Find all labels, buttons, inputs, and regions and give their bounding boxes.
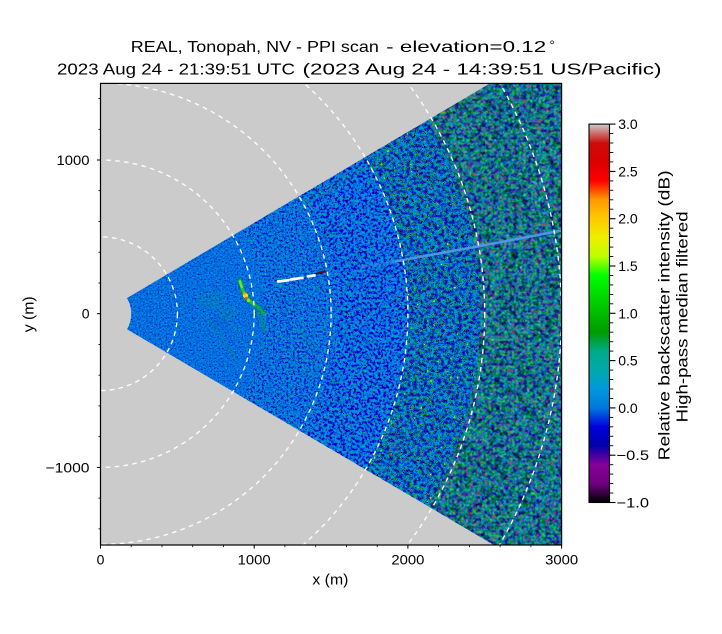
svg-text:−1000: −1000 xyxy=(46,459,90,475)
svg-text:High-pass median filtered: High-pass median filtered xyxy=(675,211,692,422)
svg-text:3.0: 3.0 xyxy=(618,116,638,132)
svg-text:- elevation=0.12: - elevation=0.12 xyxy=(386,39,546,56)
svg-text:(2023 Aug 24 - 14:39:51 US/Pac: (2023 Aug 24 - 14:39:51 US/Pacific) xyxy=(303,61,662,78)
svg-text:2023 Aug 24 - 21:39:51 UTC: 2023 Aug 24 - 21:39:51 UTC xyxy=(57,61,295,78)
svg-text:3000: 3000 xyxy=(545,551,578,567)
svg-text:0.0: 0.0 xyxy=(618,400,638,416)
svg-text:1.0: 1.0 xyxy=(618,305,638,321)
svg-text:Relative backscatter intensity: Relative backscatter intensity (dB) xyxy=(657,170,674,460)
svg-text:x (m): x (m) xyxy=(312,571,348,588)
svg-text:1000: 1000 xyxy=(238,551,271,567)
svg-text:2.5: 2.5 xyxy=(618,163,638,179)
svg-text:0.5: 0.5 xyxy=(618,353,638,369)
svg-text:−1.0: −1.0 xyxy=(617,495,650,511)
svg-text:−0.5: −0.5 xyxy=(617,447,650,463)
svg-text:2.0: 2.0 xyxy=(618,211,638,227)
svg-text:0: 0 xyxy=(82,306,90,322)
svg-text:y (m): y (m) xyxy=(21,296,38,332)
svg-text:0: 0 xyxy=(97,551,105,567)
svg-text:°: ° xyxy=(550,38,555,53)
svg-text:1.5: 1.5 xyxy=(618,258,638,274)
svg-text:REAL, Tonopah, NV - PPI scan: REAL, Tonopah, NV - PPI scan xyxy=(131,39,379,56)
svg-text:2000: 2000 xyxy=(391,551,424,567)
svg-text:1000: 1000 xyxy=(57,152,90,168)
